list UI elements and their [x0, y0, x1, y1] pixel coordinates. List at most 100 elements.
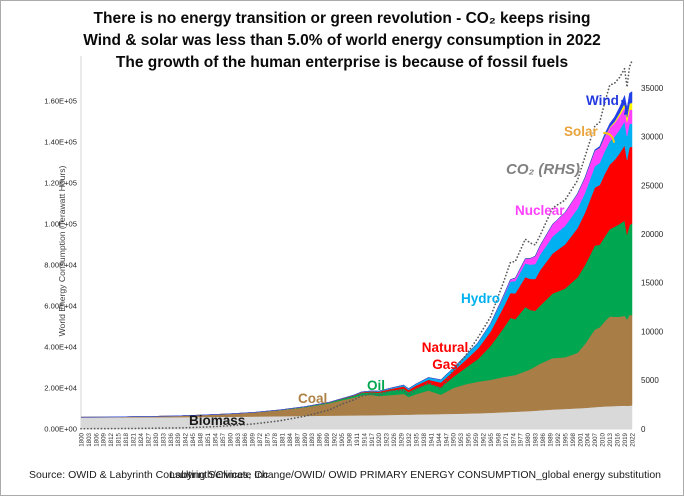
x-axis-tick-label: 1962 [480, 432, 487, 446]
x-axis-tick-label: 1911 [354, 432, 361, 446]
x-axis-tick-label: 1980 [525, 432, 532, 446]
x-axis-tick-label: 1836 [168, 432, 175, 446]
right-axis-tick-label: 5000 [641, 376, 659, 385]
x-axis-tick-label: 1881 [279, 432, 286, 446]
x-axis-tick-label: 1812 [108, 432, 115, 446]
left-axis-tick-label: 8.00E+04 [44, 261, 77, 270]
x-axis-tick-label: 1860 [227, 432, 234, 446]
series-label-co2-rhs: CO₂ (RHS) [506, 161, 581, 178]
x-axis-tick-label: 1854 [212, 432, 219, 446]
x-axis-tick-label: 1944 [436, 432, 443, 446]
series-label-nuclear: Nuclear [515, 203, 565, 218]
x-axis-tick-label: 1965 [488, 432, 495, 446]
x-axis-tick-label: 1992 [555, 432, 562, 446]
x-axis-tick-label: 1896 [317, 432, 324, 446]
x-axis-tick-label: 1800 [78, 432, 85, 446]
x-axis-tick-label: 1968 [495, 432, 502, 446]
series-label-wind: Wind [586, 93, 619, 108]
x-axis-tick-label: 1848 [198, 432, 205, 446]
right-axis-tick-label: 30000 [641, 133, 664, 142]
left-axis-tick-label: 0.00E+00 [44, 425, 77, 434]
x-axis-tick-label: 1935 [413, 432, 420, 446]
x-axis-tick-label: 1875 [265, 432, 272, 446]
x-axis-tick-label: 2010 [600, 432, 607, 446]
right-axis-tick-label: 15000 [641, 279, 664, 288]
wind-label-leader [621, 100, 627, 115]
x-axis-tick-label: 1833 [160, 432, 167, 446]
x-axis-tick-label: 1893 [309, 432, 316, 446]
source-text-right: Labyrinth/Climate Change/OWID/ OWID PRIM… [169, 469, 661, 481]
x-axis-tick-label: 1887 [294, 432, 301, 446]
x-axis-tick-label: 1821 [131, 432, 138, 446]
x-axis-tick-label: 1971 [503, 432, 510, 446]
x-axis-tick-label: 1974 [510, 432, 517, 446]
source-text-left: Source: OWID & Labyrinth Consulting Serv… [29, 469, 269, 481]
area-wind [80, 91, 633, 418]
x-axis-tick-label: 1926 [391, 432, 398, 446]
chart-title-line-2: Wind & solar was less than 5.0% of world… [83, 32, 601, 49]
x-axis-tick-label: 1872 [257, 432, 264, 446]
right-axis-tick-label: 20000 [641, 230, 664, 239]
x-axis-tick-label: 1902 [332, 432, 339, 446]
x-axis-tick-label: 1809 [101, 432, 108, 446]
x-axis-tick-label: 1989 [547, 432, 554, 446]
right-axis-tick-label: 35000 [641, 84, 664, 93]
x-axis-tick-label: 1956 [466, 432, 473, 446]
x-axis-tick-label: 2016 [615, 432, 622, 446]
series-label-biomass: Biomass [189, 413, 246, 428]
x-axis-tick-label: 2004 [585, 432, 592, 446]
y-axis-title: World Energy Consumption (Terawatt Hours… [57, 165, 67, 337]
series-label-natural-gas: Natural Gas [421, 340, 469, 372]
solar-label-leader [603, 132, 615, 143]
x-axis-tick-label: 1977 [518, 432, 525, 446]
x-axis-tick-label: 1815 [116, 432, 123, 446]
x-axis-tick-label: 1839 [175, 432, 182, 446]
x-axis-tick-label: 1845 [190, 432, 197, 446]
x-axis-tick-label: 1851 [205, 432, 212, 446]
x-axis-tick-label: 1884 [287, 432, 294, 446]
x-axis-tick-label: 1920 [376, 432, 383, 446]
series-label-coal: Coal [298, 391, 328, 406]
left-axis-tick-label: 1.40E+05 [44, 138, 77, 147]
x-axis-tick-label: 1905 [339, 432, 346, 446]
right-axis-tick-label: 0 [641, 425, 646, 434]
x-axis-tick-label: 2007 [592, 432, 599, 446]
x-axis-tick-label: 1983 [533, 432, 540, 446]
x-axis-tick-label: 1842 [183, 432, 190, 446]
x-axis-tick-label: 1923 [384, 432, 391, 446]
x-axis-tick-label: 1941 [428, 432, 435, 446]
x-axis-tick-label: 1806 [93, 432, 100, 446]
x-axis-tick-label: 1986 [540, 432, 547, 446]
x-axis-tick-label: 1818 [123, 432, 130, 446]
x-axis-tick-label: 1950 [451, 432, 458, 446]
series-label-solar: Solar [564, 124, 598, 139]
x-axis-tick-label: 1959 [473, 432, 480, 446]
x-axis-tick-label: 1917 [369, 432, 376, 446]
x-axis-tick-label: 2001 [577, 432, 584, 446]
x-axis-tick-label: 1995 [562, 432, 569, 446]
left-axis-tick-label: 2.00E+04 [44, 384, 77, 393]
x-axis-tick-label: 1857 [220, 432, 227, 446]
x-axis-tick-label: 1863 [235, 432, 242, 446]
left-axis-tick-label: 6.00E+04 [44, 302, 77, 311]
x-axis-tick-label: 1908 [346, 432, 353, 446]
x-axis-tick-label: 1890 [302, 432, 309, 446]
left-axis-tick-label: 1.20E+05 [44, 179, 77, 188]
x-axis-tick-label: 2019 [622, 432, 629, 446]
x-axis-tick-label: 2022 [629, 432, 636, 446]
footer: Source: OWID & Labyrinth Consulting Serv… [1, 459, 683, 495]
x-axis-tick-label: 1869 [250, 432, 257, 446]
x-axis-tick-label: 1803 [86, 432, 93, 446]
left-axis-tick-label: 1.60E+05 [44, 97, 77, 106]
right-axis-tick-label: 10000 [641, 327, 664, 336]
left-axis-tick-label: 1.00E+05 [44, 220, 77, 229]
x-axis-tick-label: 1827 [145, 432, 152, 446]
x-axis-tick-label: 1866 [242, 432, 249, 446]
x-axis-tick-label: 1899 [324, 432, 331, 446]
x-axis-tick-label: 1953 [458, 432, 465, 446]
chart-title-block: There is no energy transition or green r… [1, 8, 683, 74]
series-label-hydro: Hydro [461, 291, 501, 306]
x-axis-tick-label: 2013 [607, 432, 614, 446]
